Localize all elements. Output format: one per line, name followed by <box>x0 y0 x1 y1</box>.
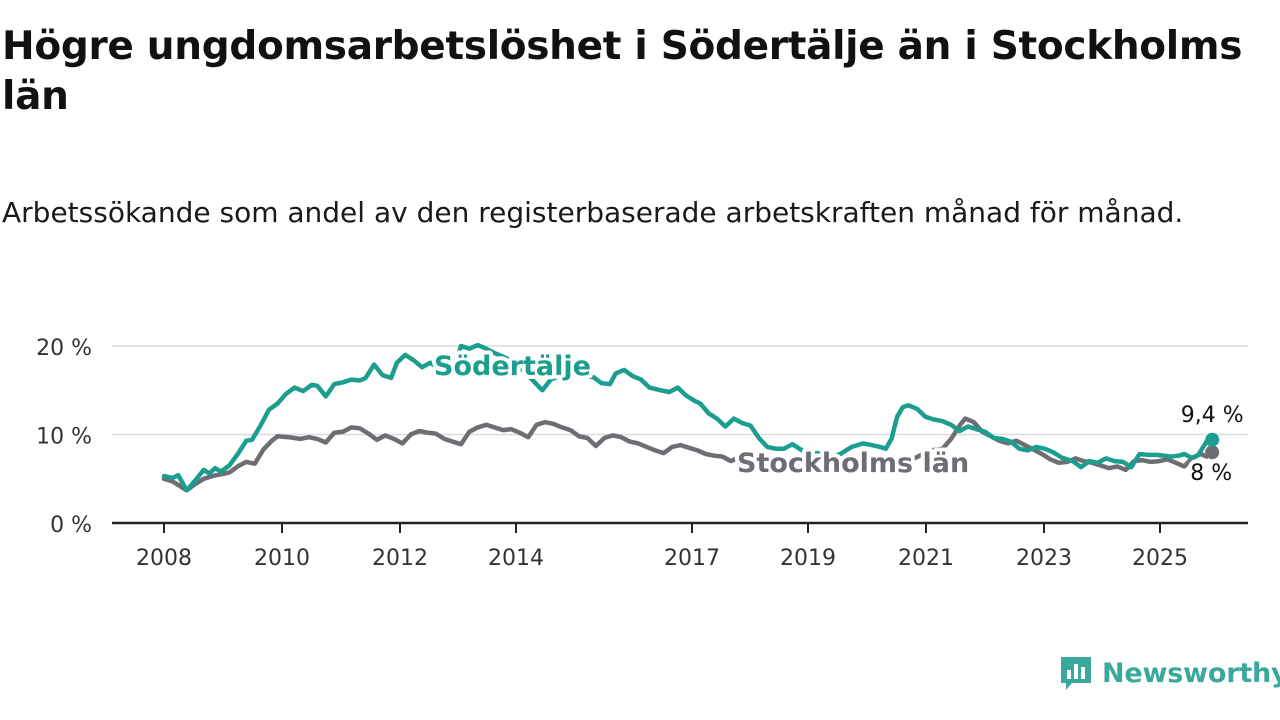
brand-name: Newsworthy <box>1102 657 1280 689</box>
newsworthy-logo-icon <box>1061 657 1091 690</box>
stockholm-line <box>161 416 1215 493</box>
x-tick-label: 2012 <box>372 546 428 571</box>
x-tick-label: 2025 <box>1132 546 1188 571</box>
x-tick-label: 2010 <box>254 546 310 571</box>
stockholm-series-label: Stockholms län <box>737 448 969 479</box>
sodertalje-end-label: 9,4 % <box>1181 403 1244 428</box>
x-tick-label: 2021 <box>898 546 954 571</box>
sodertalje-end-point <box>1205 432 1220 447</box>
sodertalje-series-label: Södertälje <box>434 351 591 382</box>
grid-lines <box>112 345 1248 436</box>
stockholm-end-label: 8 % <box>1190 461 1232 486</box>
x-tick-label: 2017 <box>664 546 720 571</box>
y-tick-label: 20 % <box>36 336 92 361</box>
x-tick-label: 2014 <box>488 546 544 571</box>
series-lines <box>161 342 1220 493</box>
axes: 0 % 10 % 20 % 2008 2010 2012 2014 2017 2019 2021 2… <box>36 336 1248 571</box>
newsworthy-logo: Newsworthy <box>1058 654 1280 692</box>
y-tick-label: 10 % <box>36 425 92 450</box>
sodertalje-series-label-halo: Södertälje <box>434 351 591 382</box>
sodertalje-line <box>161 342 1215 493</box>
x-tick-label: 2023 <box>1016 546 1072 571</box>
x-tick-label: 2008 <box>136 546 192 571</box>
chart-title: Högre ungdomsarbetslöshet i Södertälje ä… <box>2 24 1243 119</box>
x-tick-label: 2019 <box>780 546 836 571</box>
sodertalje-end-label-halo: 9,4 % <box>1181 403 1244 428</box>
y-tick-label: 0 % <box>50 513 92 538</box>
stockholm-end-label-halo: 8 % <box>1190 461 1232 486</box>
stockholm-end-point <box>1205 445 1220 460</box>
stockholm-series-label-halo: Stockholms län <box>737 448 969 479</box>
chart-subtitle: Arbetssökande som andel av den registerb… <box>2 196 1184 229</box>
